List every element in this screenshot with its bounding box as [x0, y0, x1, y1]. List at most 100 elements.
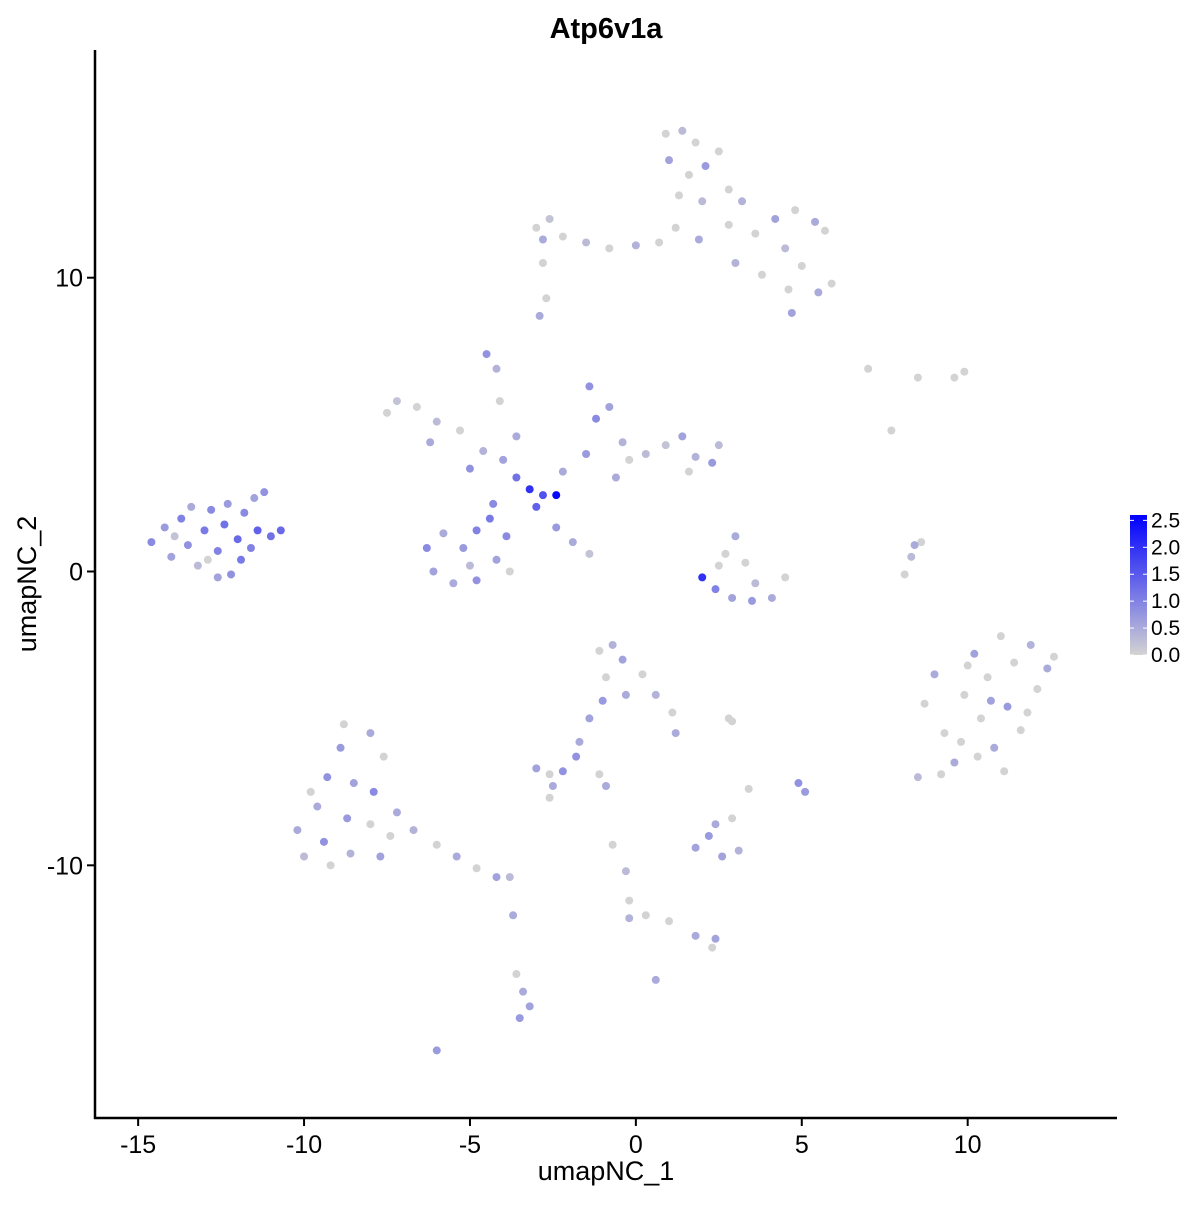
colorbar-tick-label: 2.5	[1151, 509, 1180, 532]
cell-point	[940, 729, 949, 738]
cell-point	[950, 373, 959, 382]
cell-point	[625, 455, 634, 464]
cell-point	[814, 288, 823, 297]
cell-point	[821, 226, 829, 235]
cell-point	[349, 779, 358, 788]
cell-point	[585, 714, 594, 723]
y-tick-label: 10	[55, 265, 83, 293]
cell-point	[797, 261, 806, 270]
cell-point	[970, 649, 979, 658]
cell-point	[187, 502, 196, 511]
cell-point	[432, 417, 441, 426]
cell-point	[744, 784, 753, 793]
x-tick-label: -5	[459, 1131, 481, 1159]
cell-point	[1003, 702, 1012, 711]
y-tick-label: 0	[69, 559, 83, 587]
cell-point	[728, 717, 737, 726]
cell-point	[525, 485, 534, 494]
cell-point	[582, 238, 591, 247]
cell-point	[651, 975, 660, 984]
cell-point	[512, 970, 521, 979]
cell-point	[827, 279, 836, 288]
cell-point	[665, 917, 674, 926]
cell-point	[237, 555, 245, 564]
cell-point	[306, 787, 315, 796]
cell-point	[203, 555, 212, 564]
cell-point	[426, 438, 435, 447]
cell-point	[711, 820, 720, 829]
cell-point	[412, 402, 421, 411]
cell-point	[973, 752, 982, 761]
cell-point	[213, 546, 222, 555]
cell-point	[429, 567, 438, 576]
cell-point	[641, 911, 650, 920]
cell-point	[801, 787, 810, 796]
cell-point	[409, 826, 418, 835]
cell-point	[731, 532, 740, 541]
cell-point	[193, 561, 202, 570]
colorbar-tick-label: 2.0	[1151, 536, 1180, 559]
cell-point	[678, 432, 687, 441]
cell-point	[1000, 767, 1009, 776]
cell-point	[748, 596, 756, 605]
cell-point	[213, 573, 222, 582]
cell-point	[392, 397, 401, 406]
cell-point	[698, 573, 707, 582]
x-tick-label: -15	[120, 1131, 156, 1159]
cell-point	[472, 864, 481, 873]
cell-point	[300, 852, 309, 861]
cell-point	[183, 541, 192, 550]
cell-point	[548, 781, 557, 790]
cell-point	[625, 896, 634, 905]
cell-point	[293, 826, 302, 835]
cell-point	[376, 852, 385, 861]
cell-point	[983, 673, 992, 682]
cell-point	[781, 573, 790, 582]
colorbar-tick-label: 1.5	[1151, 563, 1180, 586]
cell-point	[246, 544, 255, 553]
cell-point	[751, 229, 760, 238]
cell-point	[260, 488, 269, 497]
cell-point	[920, 699, 929, 708]
colorbar-tick-label: 0.5	[1151, 617, 1180, 640]
cell-point	[957, 737, 966, 746]
cell-point	[1043, 664, 1052, 673]
cell-point	[917, 538, 926, 547]
cell-point	[1033, 685, 1042, 694]
cell-point	[864, 364, 873, 373]
cell-point	[691, 931, 700, 940]
cell-point	[339, 720, 348, 729]
cell-point	[479, 447, 488, 456]
cell-point	[602, 781, 610, 790]
x-tick-label: 10	[954, 1131, 982, 1159]
cell-point	[207, 505, 216, 514]
cell-point	[532, 223, 541, 232]
cell-point	[684, 467, 693, 476]
chart-title: Atp6v1a	[550, 13, 664, 45]
cell-point	[545, 770, 554, 779]
cell-point	[449, 579, 458, 588]
cell-point	[618, 655, 627, 664]
colorbar-legend: 0.0 0.5 1.0 1.5 2.0 2.5	[1130, 509, 1180, 667]
cell-point	[738, 197, 747, 206]
cell-point	[684, 170, 693, 179]
cell-point	[502, 532, 511, 541]
cell-point	[323, 773, 332, 782]
cell-point	[605, 244, 614, 253]
cell-point	[595, 646, 604, 655]
cell-point	[724, 220, 733, 229]
cell-point	[595, 770, 604, 779]
cell-point	[910, 541, 919, 550]
cell-point	[386, 831, 395, 840]
cell-point	[701, 162, 710, 171]
cell-point	[379, 752, 388, 761]
cell-point	[887, 426, 896, 435]
cell-point	[655, 238, 664, 247]
cell-point	[326, 861, 335, 870]
cell-point	[346, 849, 355, 858]
cell-point	[568, 538, 577, 547]
cell-point	[602, 673, 610, 682]
cell-point	[608, 640, 617, 649]
cell-point	[718, 852, 727, 861]
cell-point	[708, 458, 717, 467]
